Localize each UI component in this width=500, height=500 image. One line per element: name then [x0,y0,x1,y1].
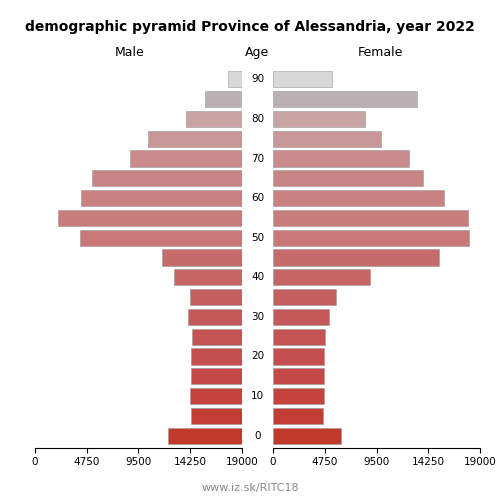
Bar [273,250,438,266]
Bar [273,190,444,206]
Text: Age: Age [246,46,270,59]
Text: 20: 20 [251,352,264,362]
Text: 30: 30 [251,312,264,322]
Bar [168,428,242,444]
Text: Male: Male [115,46,145,59]
Bar [273,150,409,166]
Bar [273,111,364,127]
Bar [273,289,336,305]
Bar [273,91,417,108]
Text: 80: 80 [251,114,264,124]
Text: 10: 10 [251,391,264,401]
Bar [273,348,324,364]
Bar [191,408,242,424]
Bar [58,210,242,226]
Text: 60: 60 [251,193,264,203]
Bar [273,210,468,226]
Bar [273,269,370,285]
Bar [273,170,424,186]
Text: 0: 0 [254,430,261,440]
Bar [273,130,381,147]
Bar [130,150,242,166]
Bar [191,348,242,364]
Bar [186,111,242,127]
Bar [273,408,323,424]
Bar [92,170,242,186]
Text: demographic pyramid Province of Alessandria, year 2022: demographic pyramid Province of Alessand… [25,20,475,34]
Text: 40: 40 [251,272,264,282]
Text: 70: 70 [251,154,264,164]
Bar [192,328,242,345]
Text: Female: Female [358,46,403,59]
Text: www.iz.sk/RITC18: www.iz.sk/RITC18 [201,482,299,492]
Bar [228,72,242,88]
Bar [273,328,326,345]
Text: 90: 90 [251,74,264,85]
Bar [174,269,242,285]
Bar [273,230,469,246]
Bar [273,388,324,404]
Bar [191,368,242,384]
Bar [148,130,242,147]
Bar [80,230,242,246]
Bar [273,309,328,325]
Bar [205,91,242,108]
Bar [190,289,242,305]
Bar [81,190,242,206]
Bar [162,250,242,266]
Bar [190,388,242,404]
Bar [273,72,332,88]
Bar [188,309,242,325]
Text: 50: 50 [251,232,264,242]
Bar [273,428,340,444]
Bar [273,368,324,384]
